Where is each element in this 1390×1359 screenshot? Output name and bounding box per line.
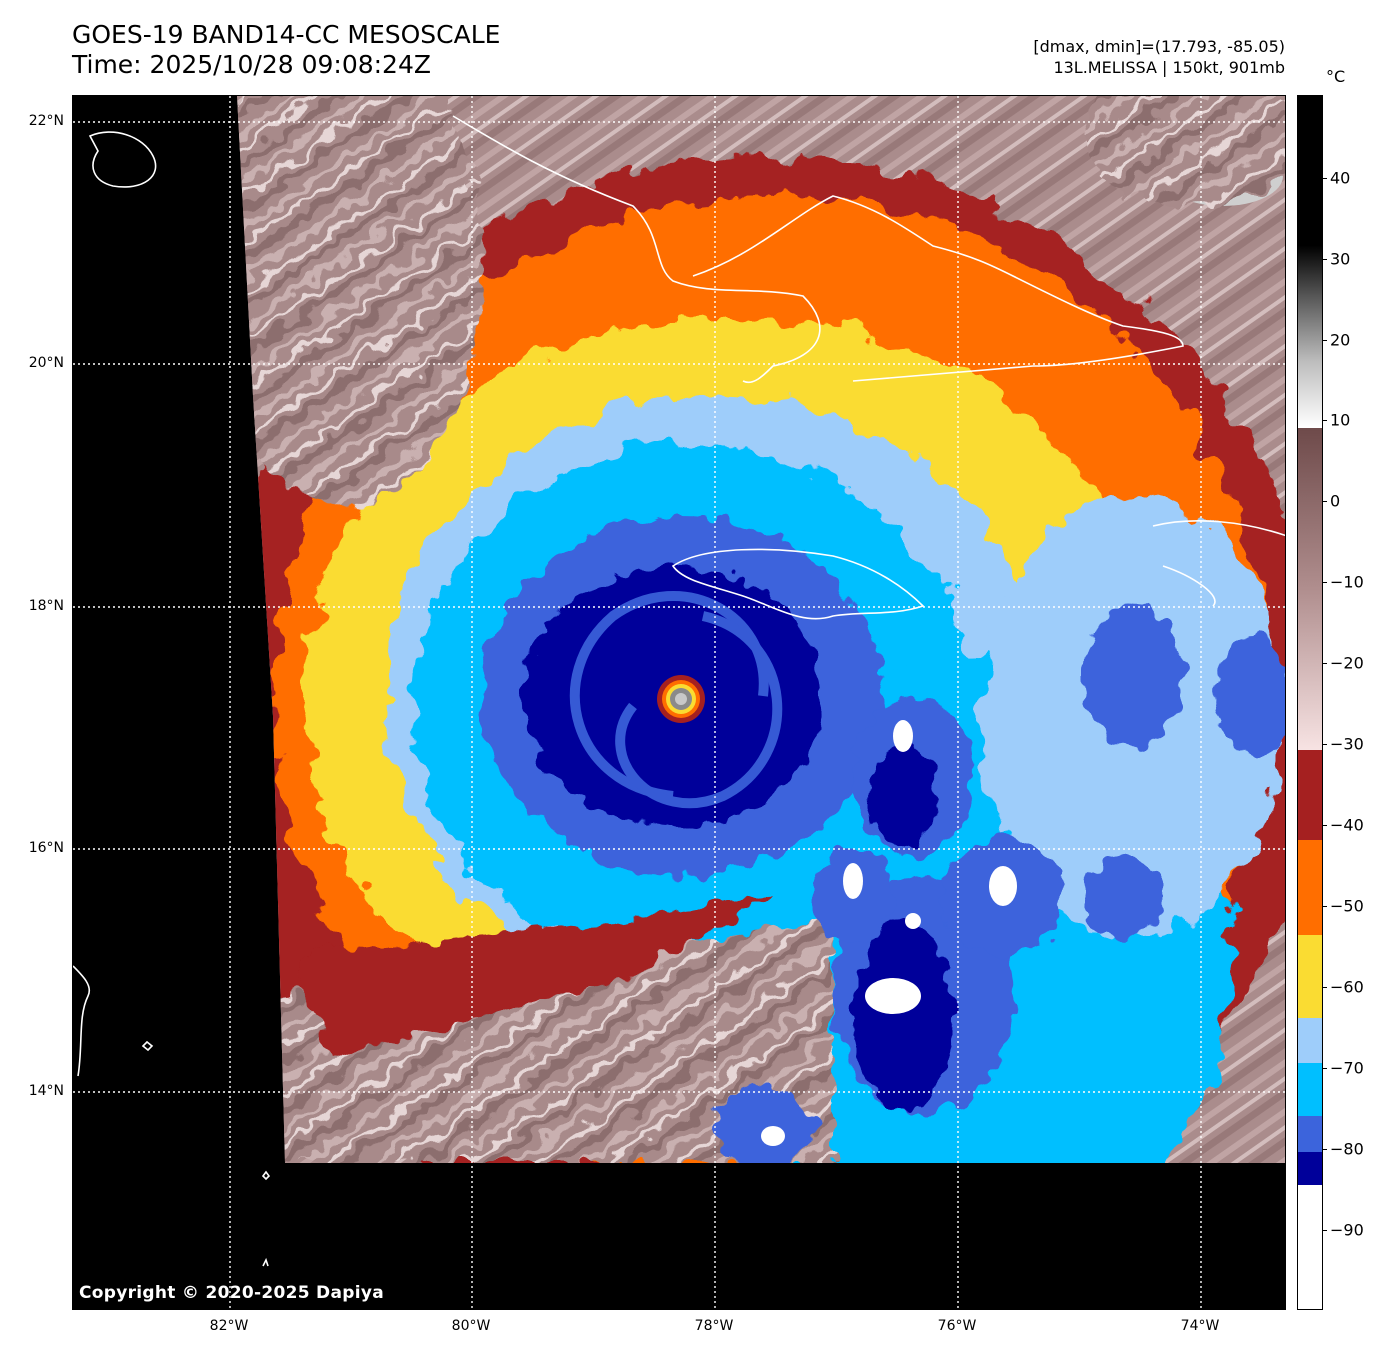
cb-label-minus20: −20 [1330, 653, 1364, 673]
cb-tick [1322, 663, 1327, 664]
cb-label-0: 0 [1330, 491, 1341, 511]
lat-label-22n: 22°N [28, 113, 64, 129]
coastlines [73, 115, 1285, 1267]
chart-title: GOES-19 BAND14-CC MESOSCALE Time: 2025/1… [72, 20, 500, 80]
spiral-bands [569, 591, 783, 809]
cb-tick [1322, 501, 1327, 502]
cb-label-minus10: −10 [1330, 572, 1364, 592]
cb-label-40: 40 [1330, 168, 1351, 188]
lat-label-20n: 20°N [28, 355, 64, 371]
dmax-dmin-text: [dmax, dmin]=(17.793, -85.05) [1033, 37, 1285, 56]
colorbar-unit: °C [1326, 67, 1346, 86]
cb-tick [1322, 1149, 1327, 1150]
title-line-1: GOES-19 BAND14-CC MESOSCALE [72, 20, 501, 49]
cb-tick [1322, 1230, 1327, 1231]
cb-label-minus50: −50 [1330, 896, 1364, 916]
cb-label-minus70: −70 [1330, 1058, 1364, 1078]
cb-label-minus60: −60 [1330, 977, 1364, 997]
cb-tick [1322, 1068, 1327, 1069]
lon-label-76w: 76°W [937, 1318, 977, 1334]
cb-tick [1322, 340, 1327, 341]
temperature-colorbar [1297, 95, 1323, 1310]
cb-label-20: 20 [1330, 330, 1351, 350]
cb-label-minus40: −40 [1330, 815, 1364, 835]
imagery-swath [237, 96, 1285, 1163]
lat-label-18n: 18°N [28, 598, 64, 614]
cb-label-minus80: −80 [1330, 1139, 1364, 1159]
copyright-text: Copyright © 2020-2025 Dapiya [79, 1283, 384, 1303]
cb-tick [1322, 825, 1327, 826]
hurricane-eye [657, 675, 705, 723]
lon-label-80w: 80°W [451, 1318, 491, 1334]
cb-tick [1322, 987, 1327, 988]
lon-label-82w: 82°W [209, 1318, 249, 1334]
cb-label-minus30: −30 [1330, 734, 1364, 754]
storm-name-intensity: 13L.MELISSA | 150kt, 901mb [1053, 58, 1285, 77]
lat-label-14n: 14°N [28, 1083, 64, 1099]
lat-lon-gridlines [73, 96, 1285, 1309]
satellite-map: Copyright © 2020-2025 Dapiya [72, 95, 1286, 1310]
cb-tick [1322, 420, 1327, 421]
cb-tick [1322, 178, 1327, 179]
cb-tick [1322, 906, 1327, 907]
storm-info: [dmax, dmin]=(17.793, -85.05) 13L.MELISS… [1033, 36, 1285, 78]
ir-imagery [73, 96, 1285, 1309]
cb-tick [1322, 744, 1327, 745]
colorbar-gradient [1298, 96, 1322, 1309]
title-line-2: Time: 2025/10/28 09:08:24Z [72, 50, 431, 79]
lon-label-78w: 78°W [694, 1318, 734, 1334]
cb-label-10: 10 [1330, 410, 1351, 430]
lon-label-74w: 74°W [1180, 1318, 1220, 1334]
cb-tick [1322, 259, 1327, 260]
cb-label-30: 30 [1330, 249, 1351, 269]
cb-tick [1322, 582, 1327, 583]
cb-label-minus90: −90 [1330, 1220, 1364, 1240]
lat-label-16n: 16°N [28, 840, 64, 856]
